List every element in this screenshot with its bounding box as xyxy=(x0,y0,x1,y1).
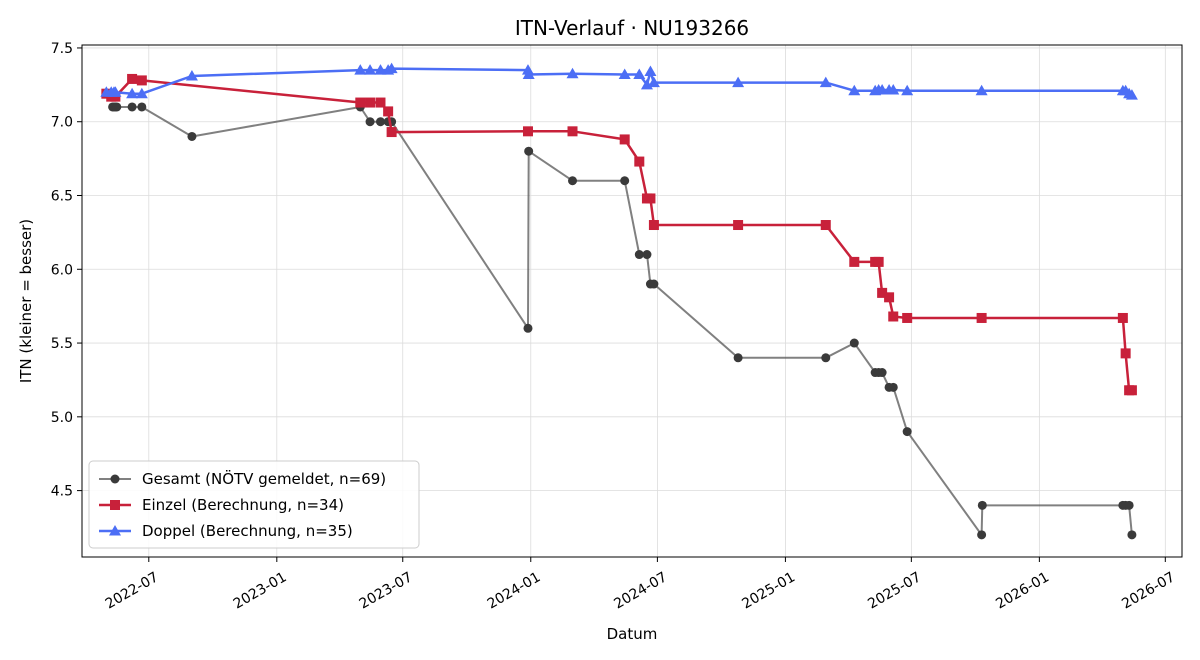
data-point xyxy=(126,87,139,99)
data-point xyxy=(364,64,377,75)
legend-marker xyxy=(109,525,121,536)
data-point xyxy=(975,84,988,96)
data-point xyxy=(386,127,397,138)
data-point xyxy=(523,323,533,333)
data-point xyxy=(355,97,366,108)
legend-label: Einzel (Berechnung, n=34) xyxy=(142,496,344,514)
data-point xyxy=(127,102,137,112)
data-point xyxy=(1127,530,1137,540)
y-tick-label: 5.5 xyxy=(51,336,73,352)
data-point xyxy=(819,76,832,88)
data-point xyxy=(733,353,743,363)
data-point xyxy=(1120,348,1131,359)
data-point xyxy=(383,106,394,117)
data-point xyxy=(137,102,147,112)
data-point xyxy=(365,97,376,108)
data-point xyxy=(901,84,914,96)
y-tick-label: 6.5 xyxy=(51,189,73,205)
data-point xyxy=(365,117,375,127)
data-point xyxy=(109,86,122,97)
y-tick-label: 4.5 xyxy=(51,484,73,500)
data-point xyxy=(873,256,884,267)
data-point xyxy=(633,68,646,80)
data-point xyxy=(354,64,367,75)
plot-frame xyxy=(81,44,1183,558)
data-point xyxy=(649,279,659,289)
data-point xyxy=(385,62,398,74)
data-point xyxy=(648,220,659,231)
data-point xyxy=(647,76,660,88)
data-point xyxy=(136,75,147,86)
legend: Gesamt (NÖTV gemeldet, n=69) Einzel (Bere… xyxy=(88,460,420,549)
legend-marker xyxy=(110,474,120,484)
legend-box xyxy=(88,460,420,549)
data-point xyxy=(820,220,831,231)
y-tick-label: 5.0 xyxy=(51,410,73,426)
data-point xyxy=(887,84,900,95)
data-point xyxy=(1124,500,1134,510)
data-point xyxy=(187,131,197,141)
data-point xyxy=(888,311,899,322)
data-point xyxy=(849,338,859,348)
data-point xyxy=(1126,385,1137,396)
data-point xyxy=(902,427,912,437)
grid-layer xyxy=(82,45,1182,557)
data-point xyxy=(848,84,861,96)
y-tick-label: 7.0 xyxy=(51,115,73,131)
data-point xyxy=(902,312,913,323)
series-triangle xyxy=(100,62,1138,100)
data-point xyxy=(521,64,534,75)
data-point xyxy=(1125,89,1138,100)
data-point xyxy=(642,250,652,260)
series-circle xyxy=(108,102,1137,540)
legend-label: Doppel (Berechnung, n=35) xyxy=(142,522,353,540)
data-point xyxy=(634,156,645,167)
data-point xyxy=(733,220,744,231)
data-point xyxy=(127,73,138,84)
data-point xyxy=(375,117,385,127)
data-point xyxy=(522,126,533,137)
legend-label: Gesamt (NÖTV gemeldet, n=69) xyxy=(142,469,386,488)
data-point xyxy=(112,102,122,112)
data-point xyxy=(977,500,987,510)
data-point xyxy=(634,250,644,260)
data-point xyxy=(877,287,888,298)
data-point xyxy=(135,87,148,99)
legend-marker xyxy=(110,500,120,510)
data-point xyxy=(566,67,579,79)
data-point xyxy=(1117,312,1128,323)
data-point xyxy=(877,368,887,378)
data-point xyxy=(375,97,386,108)
data-point xyxy=(976,312,987,323)
series-layer xyxy=(100,62,1138,540)
data-point xyxy=(185,69,198,81)
data-point xyxy=(619,134,630,145)
x-axis-title: Datum xyxy=(607,625,658,643)
data-point xyxy=(374,64,387,75)
data-point xyxy=(732,76,745,88)
y-tick-label: 6.0 xyxy=(51,262,73,278)
data-point xyxy=(977,530,987,540)
y-axis-title: ITN (kleiner = besser) xyxy=(17,219,35,383)
series-line xyxy=(106,67,1133,97)
data-point xyxy=(522,68,535,80)
chart-title: ITN-Verlauf · NU193266 xyxy=(515,16,749,40)
data-point xyxy=(567,126,578,137)
data-point xyxy=(644,65,657,77)
data-point xyxy=(620,176,630,186)
data-point xyxy=(849,256,860,267)
data-point xyxy=(645,193,656,204)
y-tick-label: 7.5 xyxy=(51,41,73,57)
data-point xyxy=(618,68,631,80)
data-point xyxy=(884,292,895,303)
data-point xyxy=(821,353,831,363)
data-point xyxy=(524,146,534,156)
data-point xyxy=(568,176,578,186)
data-point xyxy=(888,382,898,392)
